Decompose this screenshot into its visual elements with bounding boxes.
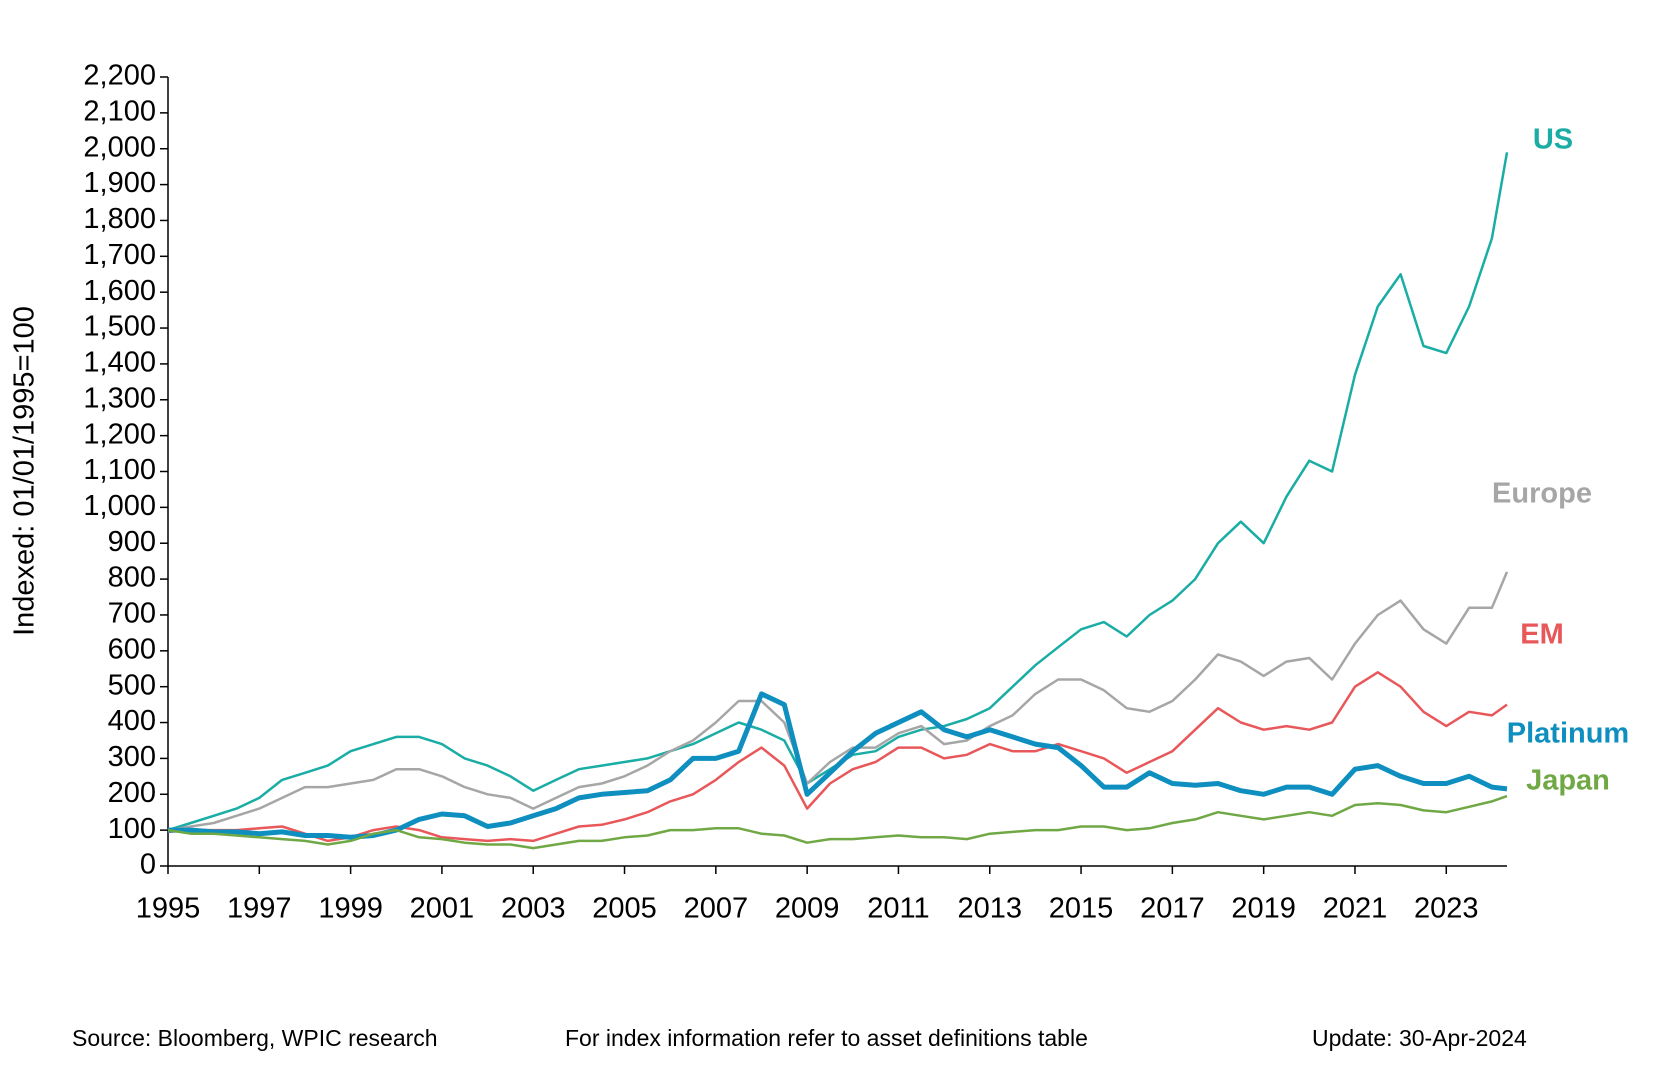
y-tick-label: 900 bbox=[108, 526, 156, 558]
series-line bbox=[168, 691, 1508, 840]
y-tick-label: 1,600 bbox=[83, 275, 156, 307]
y-axis-title: Indexed: 01/01/1995=100 bbox=[9, 306, 41, 636]
series-line bbox=[167, 671, 1508, 843]
y-tick-label: 400 bbox=[108, 705, 156, 737]
y-tick-label: 2,100 bbox=[83, 96, 156, 128]
x-tick-label: 2009 bbox=[775, 893, 840, 925]
y-tick-label: 1,100 bbox=[83, 454, 156, 486]
x-tick-label: 1999 bbox=[318, 893, 383, 925]
y-tick-label: 500 bbox=[108, 669, 156, 701]
x-tick-label: 2013 bbox=[957, 893, 1022, 925]
y-tick-label: 600 bbox=[108, 633, 156, 665]
x-tick-label: 2007 bbox=[684, 893, 749, 925]
x-tick-label: 2019 bbox=[1231, 893, 1296, 925]
y-tick-label: 1,800 bbox=[83, 203, 156, 235]
footer-update: Update: 30-Apr-2024 bbox=[1312, 1025, 1527, 1051]
x-tick-label: 2003 bbox=[501, 893, 566, 925]
x-tick-label: 1995 bbox=[136, 893, 201, 925]
y-tick-label: 2,000 bbox=[83, 131, 156, 163]
y-tick-label: 1,200 bbox=[83, 418, 156, 450]
x-tick-label: 2015 bbox=[1049, 893, 1114, 925]
series-line bbox=[167, 794, 1508, 850]
y-tick-label: 700 bbox=[108, 598, 156, 630]
x-tick-label: 2005 bbox=[592, 893, 657, 925]
series-label: Platinum bbox=[1507, 718, 1629, 750]
y-tick-label: 100 bbox=[108, 813, 156, 845]
x-tick-label: 2023 bbox=[1414, 893, 1479, 925]
y-tick-label: 1,900 bbox=[83, 167, 156, 199]
y-tick-label: 1,000 bbox=[83, 490, 156, 522]
y-tick-label: 800 bbox=[108, 562, 156, 594]
series-label: Europe bbox=[1492, 478, 1592, 510]
series-label: EM bbox=[1520, 619, 1564, 651]
series-label: US bbox=[1533, 124, 1573, 156]
y-tick-label: 2,200 bbox=[83, 60, 156, 92]
y-tick-label: 1,300 bbox=[83, 382, 156, 414]
y-tick-label: 1,500 bbox=[83, 311, 156, 343]
y-tick-label: 1,400 bbox=[83, 347, 156, 379]
series-line bbox=[167, 571, 1509, 832]
x-tick-label: 2021 bbox=[1323, 893, 1388, 925]
y-tick-label: 0 bbox=[140, 849, 156, 881]
series-label: Japan bbox=[1526, 765, 1610, 797]
y-tick-label: 300 bbox=[108, 741, 156, 773]
y-tick-label: 1,700 bbox=[83, 239, 156, 271]
footer-source: Source: Bloomberg, WPIC research bbox=[72, 1025, 438, 1051]
x-tick-label: 2011 bbox=[867, 893, 929, 925]
x-tick-label: 2001 bbox=[410, 893, 475, 925]
y-tick-label: 200 bbox=[108, 777, 156, 809]
x-tick-label: 2017 bbox=[1140, 893, 1205, 925]
x-tick-label: 1997 bbox=[227, 893, 292, 925]
footer-note: For index information refer to asset def… bbox=[565, 1025, 1088, 1051]
